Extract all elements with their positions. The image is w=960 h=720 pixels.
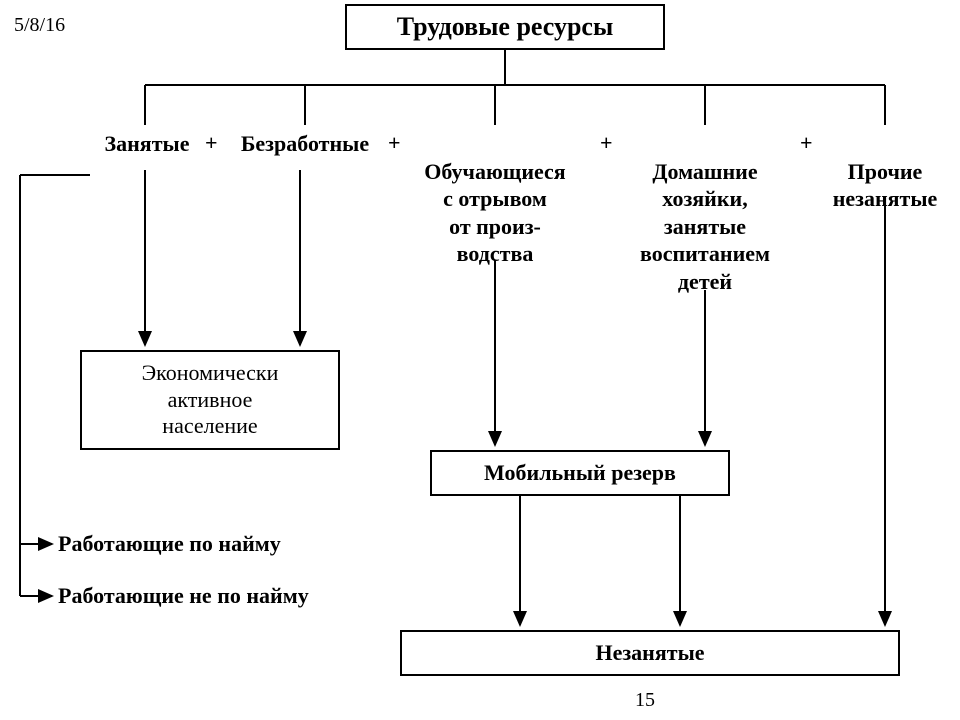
node-hired: Работающие по найму	[58, 530, 378, 558]
node-other-label: Прочие незанятые	[833, 159, 938, 212]
node-employed: Занятые	[92, 130, 202, 158]
node-employed-label: Занятые	[105, 131, 190, 156]
node-econ-active: Экономически активное население	[80, 350, 340, 450]
node-other: Прочие незанятые	[820, 130, 950, 213]
node-unemployed: Безработные	[225, 130, 385, 158]
plus-2: +	[388, 130, 401, 156]
node-not-hired-label: Работающие не по найму	[58, 583, 309, 608]
node-root: Трудовые ресурсы	[345, 4, 665, 50]
plus-1: +	[205, 130, 218, 156]
node-econ-active-label: Экономически активное население	[142, 360, 279, 439]
node-students-label: Обучающиеся с отрывом от произ- водства	[424, 159, 565, 267]
node-housewives-label: Домашние хозяйки, занятые воспитанием де…	[640, 159, 770, 294]
page-number: 15	[625, 688, 665, 713]
diagram-stage: 5/8/16	[0, 0, 960, 720]
node-unemployed-label: Безработные	[241, 131, 369, 156]
plus-4: +	[800, 130, 813, 156]
node-mobile-reserve-label: Мобильный резерв	[484, 460, 676, 486]
node-unemployed-box-label: Незанятые	[595, 640, 704, 666]
node-not-hired: Работающие не по найму	[58, 582, 398, 610]
node-hired-label: Работающие по найму	[58, 531, 281, 556]
node-unemployed-box: Незанятые	[400, 630, 900, 676]
node-housewives: Домашние хозяйки, занятые воспитанием де…	[620, 130, 790, 295]
node-students: Обучающиеся с отрывом от произ- водства	[405, 130, 585, 268]
node-root-label: Трудовые ресурсы	[397, 11, 614, 42]
slide-date: 5/8/16	[14, 14, 65, 37]
node-mobile-reserve: Мобильный резерв	[430, 450, 730, 496]
plus-3: +	[600, 130, 613, 156]
